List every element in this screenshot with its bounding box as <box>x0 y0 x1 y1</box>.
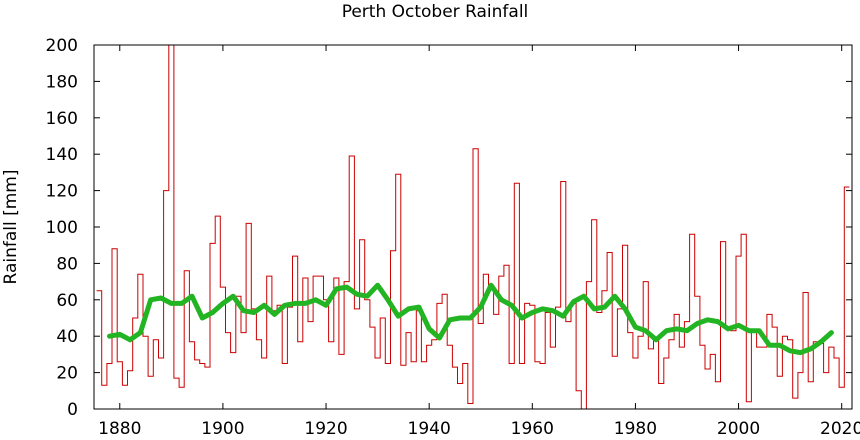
y-tick-label: 160 <box>46 109 78 129</box>
y-axis-label: Rainfall [mm] <box>1 170 21 285</box>
rainfall-smoothed-line <box>107 282 834 356</box>
plot-area <box>96 45 850 409</box>
x-tick-label: 1980 <box>614 419 657 439</box>
x-tick-label: 1880 <box>98 419 141 439</box>
y-tick-label: 140 <box>46 145 78 165</box>
x-tick-label: 2020 <box>820 419 860 439</box>
y-tick-label: 20 <box>56 364 78 384</box>
axes-layer: 0 20 40 60 80 100 120 140 160 180 200 1880 1900 1920 1… <box>46 36 860 439</box>
x-tick-label: 1920 <box>304 419 347 439</box>
x-tick-label: 1940 <box>408 419 451 439</box>
chart-title: Perth October Rainfall <box>342 2 529 22</box>
y-tick-label: 80 <box>56 254 78 274</box>
y-tick-label: 0 <box>67 400 78 420</box>
series-layer <box>96 45 850 409</box>
y-tick-label: 100 <box>46 218 78 238</box>
y-tick-label: 200 <box>46 36 78 56</box>
x-tick-label: 1900 <box>201 419 244 439</box>
x-tick-label: 1960 <box>511 419 554 439</box>
y-tick-label: 60 <box>56 291 78 311</box>
x-tick-label: 2000 <box>717 419 760 439</box>
y-tick-label: 40 <box>56 327 78 347</box>
rainfall-annual-steps <box>96 45 850 409</box>
y-tick-label: 120 <box>46 182 78 202</box>
y-tick-label: 180 <box>46 72 78 92</box>
